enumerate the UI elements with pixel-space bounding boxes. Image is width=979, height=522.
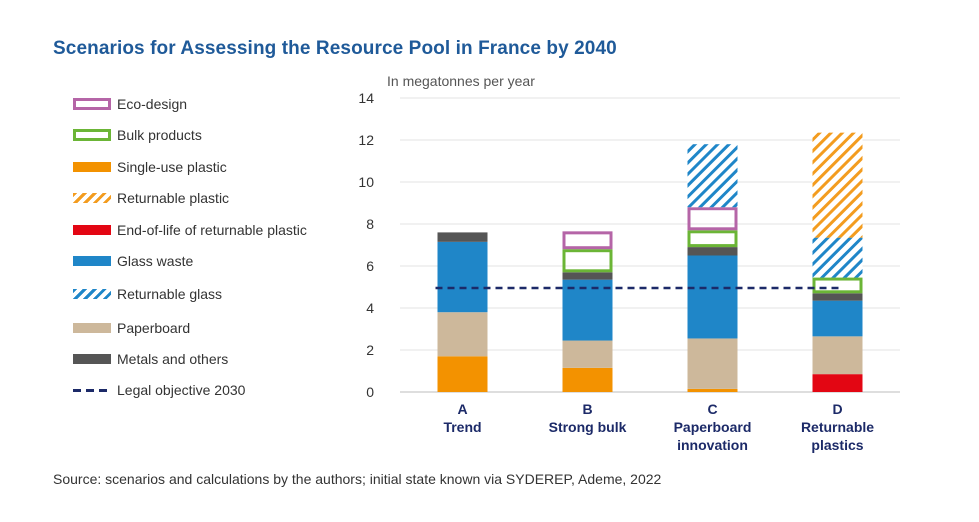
legend-swatch-returnable-plastic	[73, 193, 111, 203]
x-tick-letter: D	[832, 401, 842, 417]
legend-label: Paperboard	[117, 320, 191, 336]
legend-item-bulk: Bulk products	[73, 125, 202, 145]
bar-segment-paperboard-c	[687, 338, 738, 389]
legend-item-returnable-plastic: Returnable plastic	[73, 188, 229, 208]
legend-swatch-eco-design	[73, 98, 111, 110]
legend-item-returnable-glass: Returnable glass	[73, 284, 222, 304]
y-axis-label: In megatonnes per year	[387, 73, 535, 89]
chart-legend: Eco-design Bulk products Single-use plasti…	[73, 90, 373, 410]
y-tick-label: 0	[366, 384, 374, 400]
legend-label: Bulk products	[117, 127, 202, 143]
x-tick-label: Strong bulk	[549, 419, 627, 435]
y-tick-label: 2	[366, 342, 374, 358]
legend-item-eco-design: Eco-design	[73, 94, 187, 114]
bar-segment-metals-d	[812, 293, 863, 301]
source-note: Source: scenarios and calculations by th…	[53, 471, 662, 487]
bar-segment-bulk-c	[687, 230, 738, 248]
legend-item-metals: Metals and others	[73, 349, 228, 369]
legend-swatch-bulk	[73, 129, 111, 141]
bar-segment-bulk-d	[812, 277, 863, 294]
bar-segment-metals-a	[437, 232, 488, 242]
x-tick-label: Paperboard	[674, 419, 752, 435]
y-tick-label: 8	[366, 216, 374, 232]
legend-swatch-glass-waste	[73, 256, 111, 266]
x-tick-label: plastics	[811, 437, 863, 453]
bar-segment-single-use-plastic-a	[437, 356, 488, 392]
bar-segment-paperboard-d	[812, 336, 863, 375]
x-tick-label: Returnable	[801, 419, 874, 435]
legend-swatch-paperboard	[73, 323, 111, 333]
bar-segment-metals-c	[687, 247, 738, 256]
x-tick-letter: A	[457, 401, 467, 417]
bar-segment-returnable-plastic-d	[812, 132, 863, 238]
legend-label: Returnable glass	[117, 286, 223, 302]
legend-swatch-returnable-glass	[73, 289, 111, 299]
legend-label: Metals and others	[117, 351, 229, 367]
legend-item-glass-waste: Glass waste	[73, 251, 193, 271]
legend-label: Returnable plastic	[117, 190, 230, 206]
bar-segment-paperboard-b	[562, 340, 613, 368]
bar-segment-glass-waste-d	[812, 300, 863, 337]
bar-segment-paperboard-a	[437, 312, 488, 357]
legend-swatch-end-of-life-plastic	[73, 225, 111, 235]
bar-segment-bulk-b	[562, 249, 613, 273]
legend-label: Single-use plastic	[117, 159, 227, 175]
legend-label: Legal objective 2030	[117, 382, 246, 398]
legend-item-end-of-life-plastic: End-of-life of returnable plastic	[73, 220, 307, 240]
x-tick-letter: B	[582, 401, 592, 417]
bar-segment-returnable-glass-c	[687, 144, 738, 208]
legend-label: Eco-design	[117, 96, 188, 112]
legend-item-single-use-plastic: Single-use plastic	[73, 157, 227, 177]
legend-swatch-metals	[73, 354, 111, 364]
chart-title: Scenarios for Assessing the Resource Poo…	[53, 38, 617, 59]
bar-segment-end-of-life-plastic-d	[812, 374, 863, 392]
legend-item-paperboard: Paperboard	[73, 318, 190, 338]
bar-segment-glass-waste-a	[437, 241, 488, 313]
bar-segment-single-use-plastic-c	[687, 388, 738, 392]
bar-segment-glass-waste-b	[562, 279, 613, 341]
bar-segment-returnable-glass-d	[812, 237, 863, 278]
x-tick-label: Trend	[443, 419, 481, 435]
y-tick-label: 10	[358, 174, 374, 190]
legend-item-objective: Legal objective 2030	[73, 380, 245, 400]
bar-segment-eco-design-b	[562, 231, 613, 250]
bar-segment-eco-design-c	[687, 207, 738, 231]
y-tick-label: 12	[358, 132, 374, 148]
legend-swatch-objective	[73, 388, 111, 392]
y-tick-label: 14	[358, 90, 374, 106]
legend-label: End-of-life of returnable plastic	[117, 222, 307, 238]
bar-segment-single-use-plastic-b	[562, 367, 613, 392]
x-tick-label: innovation	[677, 437, 748, 453]
bar-segment-metals-b	[562, 272, 613, 280]
x-tick-letter: C	[707, 401, 717, 417]
y-tick-label: 4	[366, 300, 374, 316]
bar-segment-glass-waste-c	[687, 255, 738, 339]
y-tick-label: 6	[366, 258, 374, 274]
legend-swatch-single-use-plastic	[73, 162, 111, 172]
legend-label: Glass waste	[117, 253, 194, 269]
